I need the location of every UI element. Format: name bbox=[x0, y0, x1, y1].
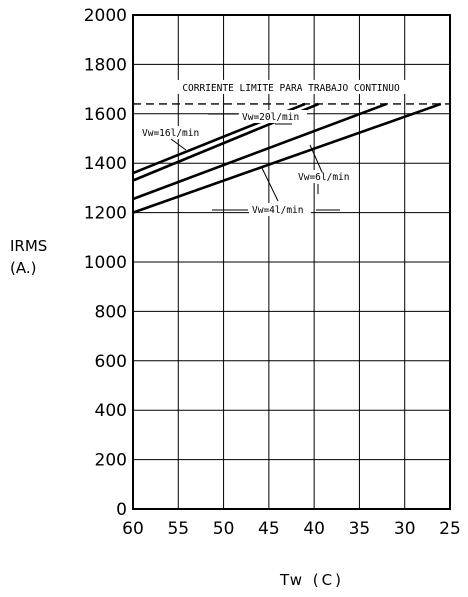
y-axis-label-line1: IRMS bbox=[10, 237, 47, 255]
y-tick-label-0: 0 bbox=[116, 500, 127, 520]
series-line-2 bbox=[132, 102, 388, 201]
x-tick-label-5: 35 bbox=[349, 519, 371, 539]
y-tick-label-9: 1800 bbox=[84, 55, 127, 75]
tick-labels: 0 200 400 600 800 1000 1200 1400 1600 1800 2000 60 5… bbox=[84, 6, 461, 539]
limit-label-bg bbox=[160, 79, 422, 94]
series-label-bg-1 bbox=[139, 126, 207, 139]
y-tick-label-10: 2000 bbox=[84, 6, 127, 26]
x-tick-label-3: 45 bbox=[258, 519, 280, 539]
series-label-2: Vw=6l/min bbox=[298, 172, 349, 183]
y-tick-label-5: 1000 bbox=[84, 253, 127, 273]
x-tick-label-4: 40 bbox=[303, 519, 325, 539]
y-tick-label-7: 1400 bbox=[84, 154, 127, 174]
series-leader-1 bbox=[170, 138, 187, 151]
y-tick-label-4: 800 bbox=[95, 302, 127, 322]
series-label-bg-0 bbox=[239, 110, 307, 123]
x-tick-label-1: 55 bbox=[167, 519, 189, 539]
series-label-3: Vw=4l/min bbox=[252, 205, 303, 216]
x-tick-label-0: 60 bbox=[122, 519, 144, 539]
x-tick-label-2: 50 bbox=[213, 519, 235, 539]
series-label-bg-3 bbox=[249, 203, 311, 216]
y-tick-label-2: 400 bbox=[95, 401, 127, 421]
y-tick-label-6: 1200 bbox=[84, 204, 127, 224]
series-label-bg-2 bbox=[295, 170, 357, 183]
y-tick-label-1: 200 bbox=[95, 451, 127, 471]
y-tick-label-8: 1600 bbox=[84, 105, 127, 125]
plot-frame bbox=[132, 14, 451, 510]
series-labels: CORRIENTE LIMITE PARA TRABAJO CONTINUO Vw… bbox=[139, 79, 422, 216]
series-leader-2 bbox=[309, 144, 323, 173]
series-label-0: Vw=20l/min bbox=[242, 112, 299, 123]
y-tick-label-3: 600 bbox=[95, 352, 127, 372]
x-tick-label-7: 25 bbox=[439, 519, 461, 539]
limit-label: CORRIENTE LIMITE PARA TRABAJO CONTINUO bbox=[182, 83, 400, 94]
y-axis-label-line2: (A.) bbox=[10, 259, 36, 277]
x-tick-label-6: 30 bbox=[394, 519, 416, 539]
series-leader-3 bbox=[261, 167, 279, 202]
series-label-1: Vw=16l/min bbox=[142, 128, 199, 139]
x-axis-label: Tw (C) bbox=[279, 571, 344, 589]
series-line-3 bbox=[132, 102, 442, 214]
